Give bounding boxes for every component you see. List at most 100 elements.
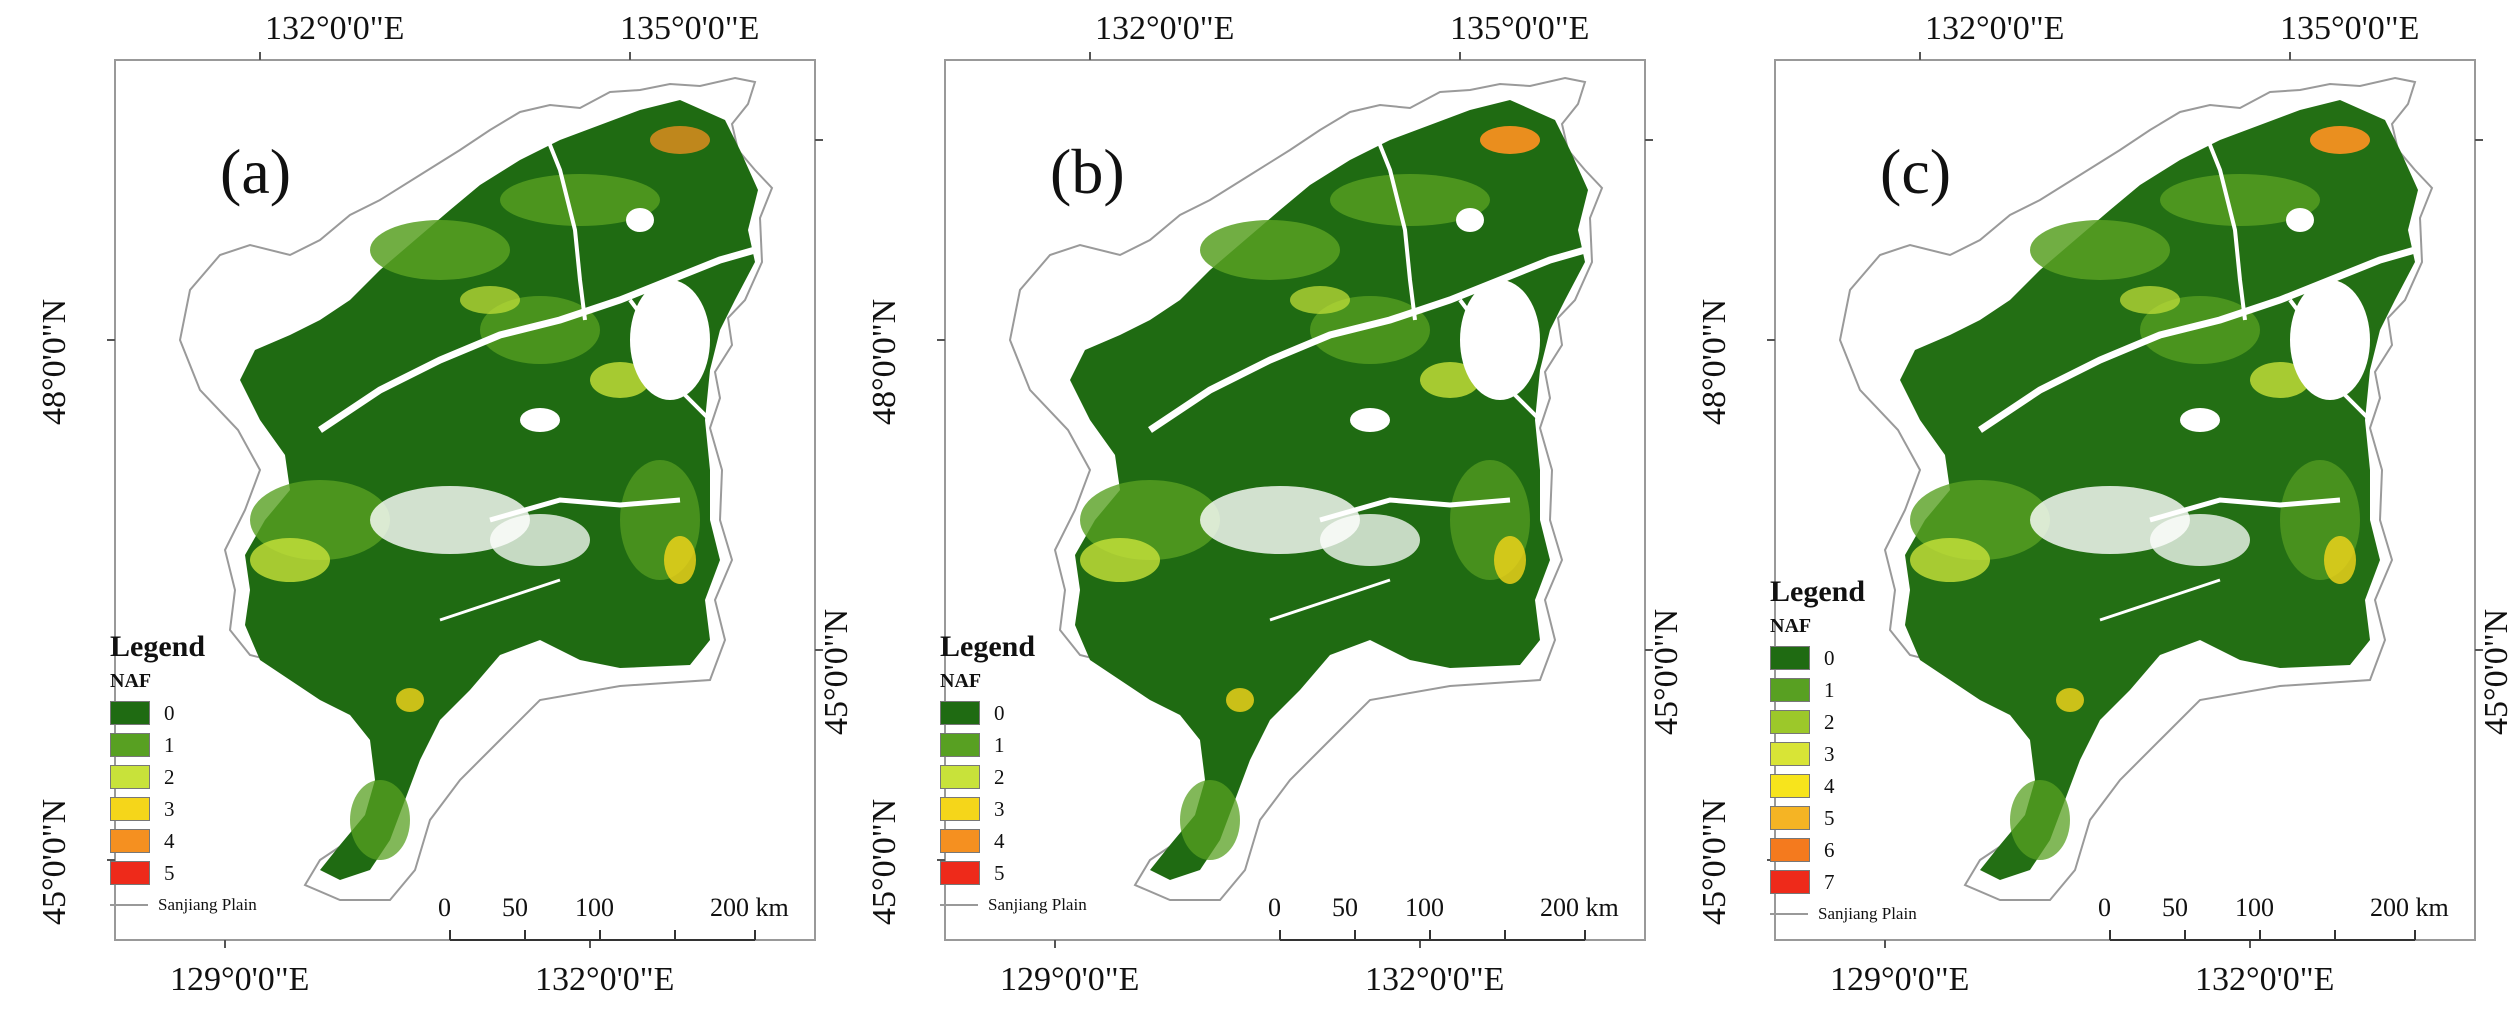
legend-class-label: 2 bbox=[164, 764, 175, 789]
legend-class-4: 4 bbox=[110, 825, 257, 857]
cleared-area bbox=[1350, 408, 1390, 432]
legend-class-label: 5 bbox=[994, 860, 1005, 885]
river bbox=[2198, 119, 2247, 321]
scale-label: 0 bbox=[1268, 893, 1281, 922]
legend-swatch bbox=[1770, 806, 1810, 830]
right-lat-label: 45°0'0"N bbox=[1648, 608, 1685, 735]
class-2-patch bbox=[590, 362, 650, 398]
class-1-patch bbox=[1180, 780, 1240, 860]
legend-class-label: 5 bbox=[1824, 805, 1835, 830]
class-4-patch bbox=[2310, 126, 2370, 154]
legend-class-3: 3 bbox=[940, 793, 1087, 825]
class-3-patch bbox=[664, 536, 696, 584]
legend-class-label: 5 bbox=[164, 860, 175, 885]
class-1-patch bbox=[2160, 174, 2320, 226]
class-1-patch bbox=[1330, 174, 1490, 226]
legend: Legend NAF 0 1 2 3 4 5 6 7 Sanjiang Plain bbox=[1770, 575, 1917, 924]
panel-label: (a) bbox=[220, 136, 292, 207]
cleared-area bbox=[2180, 408, 2220, 432]
legend-class-label: 7 bbox=[1824, 869, 1835, 894]
river bbox=[538, 119, 587, 321]
legend-boundary: Sanjiang Plain bbox=[110, 895, 257, 915]
class-2-patch bbox=[1290, 286, 1350, 314]
top-lon-label: 135°0'0"E bbox=[1450, 10, 1590, 47]
legend-class-4: 4 bbox=[1770, 770, 1917, 802]
legend-class-label: 2 bbox=[994, 764, 1005, 789]
river bbox=[1978, 246, 2416, 433]
class-2-patch bbox=[1910, 538, 1990, 582]
bottom-lon-label: 129°0'0"E bbox=[170, 961, 310, 998]
top-lon-label: 135°0'0"E bbox=[2280, 10, 2420, 47]
boundary-label: Sanjiang Plain bbox=[158, 895, 257, 914]
legend-class-label: 0 bbox=[164, 700, 175, 725]
map-canvas bbox=[1767, 52, 2483, 948]
boundary-line-swatch bbox=[110, 904, 148, 906]
legend-class-label: 0 bbox=[994, 700, 1005, 725]
scale-label: 200 km bbox=[1540, 893, 1619, 922]
legend-class-0: 0 bbox=[1770, 642, 1917, 674]
class-patches bbox=[1080, 126, 1540, 860]
bottom-lon-label: 129°0'0"E bbox=[1000, 961, 1140, 998]
bottom-lon-label: 132°0'0"E bbox=[1365, 961, 1505, 998]
legend-class-label: 4 bbox=[164, 828, 175, 853]
legend-boundary: Sanjiang Plain bbox=[940, 895, 1087, 915]
scale-label: 100 bbox=[575, 893, 614, 922]
class-patches bbox=[250, 126, 710, 860]
scale-label: 0 bbox=[438, 893, 451, 922]
legend-class-label: 4 bbox=[1824, 773, 1835, 798]
left-lat-label: 45°0'0"N bbox=[866, 798, 903, 925]
class-3-patch bbox=[1494, 536, 1526, 584]
legend-class-1: 1 bbox=[1770, 674, 1917, 706]
class-4-patch bbox=[650, 126, 710, 154]
bottom-lon-label: 129°0'0"E bbox=[1830, 961, 1970, 998]
class-1-patch bbox=[2010, 780, 2070, 860]
legend-swatch bbox=[110, 701, 150, 725]
legend-class-3: 3 bbox=[1770, 738, 1917, 770]
legend-class-6: 6 bbox=[1770, 834, 1917, 866]
map-canvas bbox=[937, 52, 1653, 948]
top-lon-label: 132°0'0"E bbox=[1095, 10, 1235, 47]
river bbox=[1148, 246, 1586, 433]
cleared-areas bbox=[370, 208, 710, 566]
legend-class-0: 0 bbox=[940, 697, 1087, 729]
cleared-areas bbox=[1200, 208, 1540, 566]
class-1-patch bbox=[2030, 220, 2170, 280]
class-4-patch bbox=[1480, 126, 1540, 154]
legend-class-label: 4 bbox=[994, 828, 1005, 853]
cleared-area bbox=[2290, 280, 2370, 400]
class-1-patch bbox=[500, 174, 660, 226]
scale-label: 200 km bbox=[2370, 893, 2449, 922]
legend-title: Legend bbox=[110, 630, 206, 663]
legend-classes: 0 1 2 3 4 5 bbox=[110, 697, 257, 889]
legend-field: NAF bbox=[1770, 615, 1812, 637]
legend-title: Legend bbox=[940, 630, 1036, 663]
cleared-area bbox=[2030, 486, 2190, 554]
legend-swatch bbox=[1770, 710, 1810, 734]
top-lon-label: 132°0'0"E bbox=[1925, 10, 2065, 47]
panel-label: (b) bbox=[1050, 136, 1125, 207]
legend-class-label: 2 bbox=[1824, 709, 1835, 734]
cleared-area bbox=[1320, 514, 1420, 566]
scale-label: 50 bbox=[502, 893, 528, 922]
legend-swatch bbox=[940, 765, 980, 789]
top-lon-label: 132°0'0"E bbox=[265, 10, 405, 47]
map-panel: 132°0'0"E 135°0'0"E 129°0'0"E 132°0'0"E … bbox=[850, 0, 1685, 1029]
boundary-line-swatch bbox=[940, 904, 978, 906]
scale-label: 100 bbox=[2235, 893, 2274, 922]
class-2-patch bbox=[2120, 286, 2180, 314]
legend-class-7: 7 bbox=[1770, 866, 1917, 898]
scale-bar bbox=[449, 930, 756, 941]
legend-boundary: Sanjiang Plain bbox=[1770, 904, 1917, 924]
legend-swatch bbox=[1770, 646, 1810, 670]
scale-bar bbox=[2109, 930, 2416, 941]
legend-class-1: 1 bbox=[940, 729, 1087, 761]
legend-class-4: 4 bbox=[940, 825, 1087, 857]
legend-class-2: 2 bbox=[940, 761, 1087, 793]
legend-class-label: 6 bbox=[1824, 837, 1835, 862]
left-lat-label: 45°0'0"N bbox=[1696, 798, 1733, 925]
legend-swatch bbox=[940, 861, 980, 885]
legend-class-label: 1 bbox=[994, 732, 1005, 757]
class-2-patch bbox=[460, 286, 520, 314]
class-3-patch bbox=[2324, 536, 2356, 584]
class-1-patch bbox=[1200, 220, 1340, 280]
